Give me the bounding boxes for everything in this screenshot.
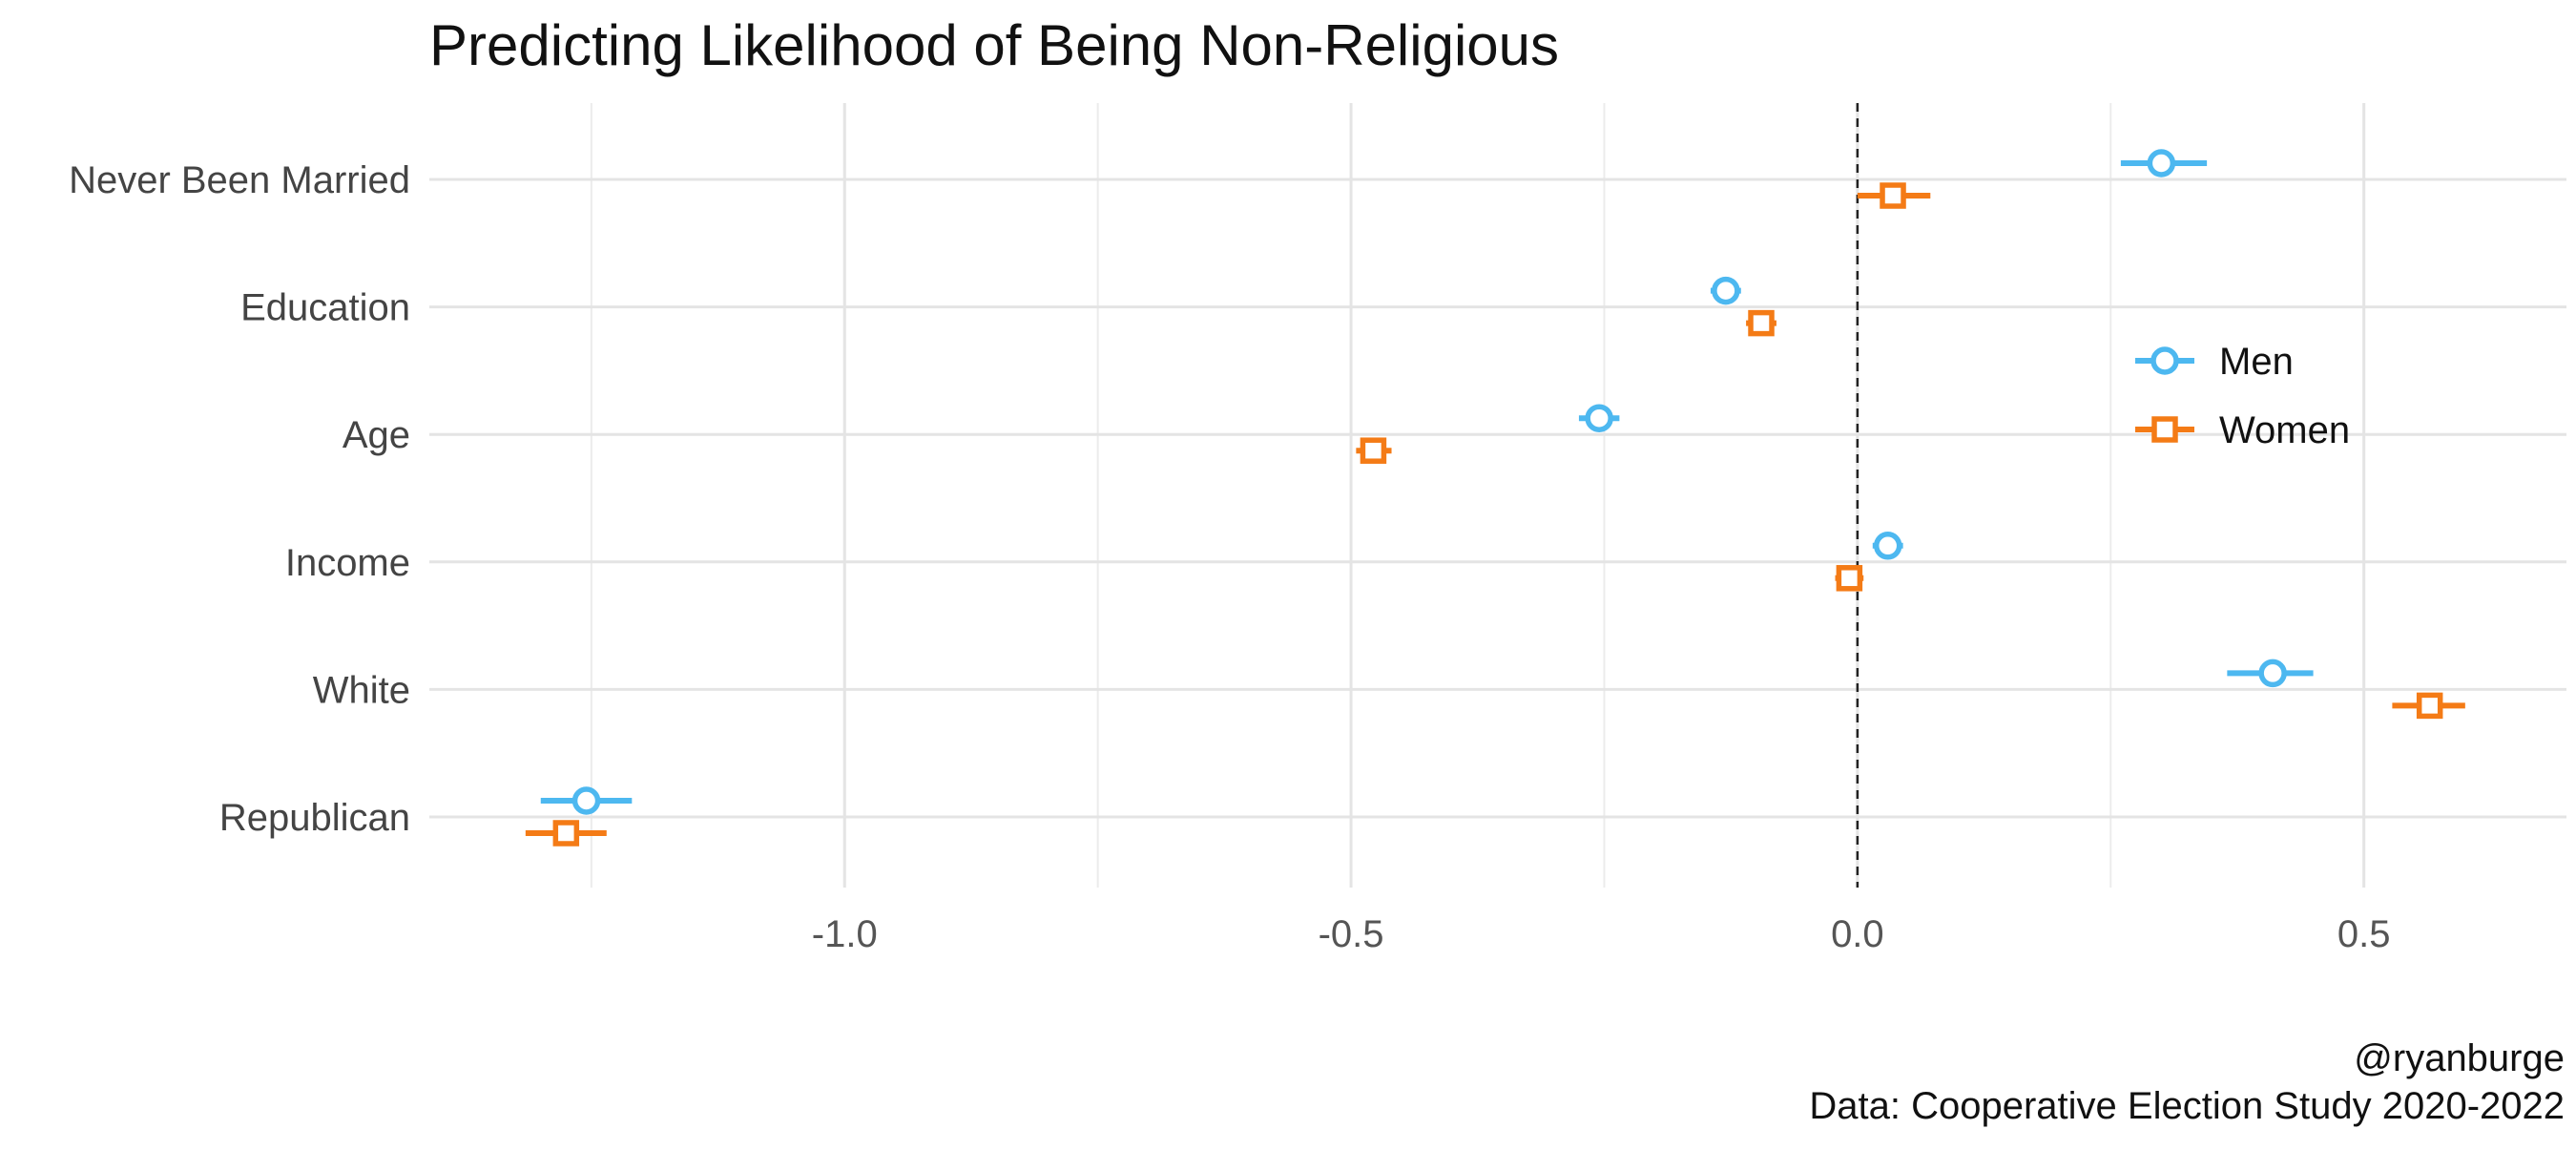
caption-source: Data: Cooperative Election Study 2020-20…: [1809, 1085, 2565, 1127]
legend-key-women: [2151, 416, 2178, 443]
women-point: [1836, 565, 1863, 592]
men-point: [1873, 532, 1902, 560]
grid-layer: -1.0 -0.5 0.0 0.5 Never Been Married Educatio…: [69, 103, 2566, 955]
legend: Men Women: [2135, 341, 2350, 451]
men-point: [2147, 149, 2176, 178]
x-tick-label: 0.0: [1831, 913, 1884, 955]
chart-title: Predicting Likelihood of Being Non-Relig…: [429, 13, 1559, 77]
caption-handle: @ryanburge: [2354, 1037, 2565, 1079]
women-point: [1360, 437, 1387, 464]
women-point: [1748, 309, 1775, 337]
men-point: [2258, 659, 2287, 688]
women-point: [1880, 182, 1906, 209]
legend-key-men: [2150, 346, 2179, 375]
y-tick-label: Never Been Married: [69, 159, 410, 201]
legend-label: Women: [2219, 409, 2350, 451]
y-tick-label: Age: [343, 414, 410, 456]
women-point: [552, 820, 580, 847]
legend-label: Men: [2219, 341, 2294, 383]
x-tick-label: -1.0: [812, 913, 878, 955]
x-tick-label: -0.5: [1319, 913, 1384, 955]
women-point: [2416, 692, 2443, 720]
men-point: [1585, 404, 1613, 432]
x-tick-label: 0.5: [2337, 913, 2391, 955]
y-tick-label: White: [313, 669, 410, 711]
men-point: [571, 786, 601, 815]
y-tick-label: Education: [240, 287, 410, 329]
mark-layer: [525, 149, 2465, 847]
y-tick-label: Republican: [219, 797, 410, 839]
men-point: [1712, 276, 1740, 305]
y-tick-label: Income: [285, 542, 410, 584]
